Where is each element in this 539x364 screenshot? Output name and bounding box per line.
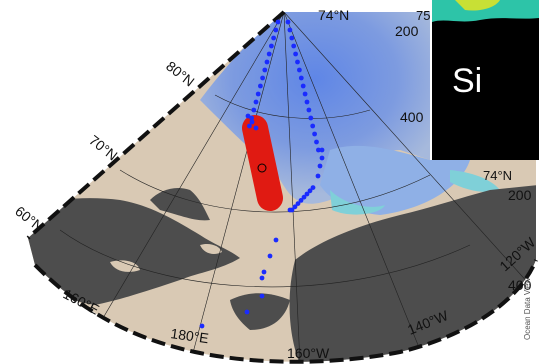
station-dot	[249, 119, 255, 125]
inset-depth-tick-75: 75	[416, 8, 430, 23]
odv-credit: Ocean Data View	[523, 278, 532, 340]
station-dot	[308, 115, 314, 121]
station-dot	[269, 43, 274, 49]
inset-color-band	[432, 0, 539, 22]
shelf-cyan-2	[450, 170, 500, 193]
chukotka-land	[150, 188, 210, 221]
graticule	[59, 12, 531, 362]
station-dot	[304, 99, 310, 105]
lat-label-74n: 74°N	[318, 7, 349, 23]
station-dot	[317, 163, 323, 169]
station-dot	[287, 207, 293, 213]
station-dot	[249, 115, 255, 121]
inset-lower-depth-400: 400	[508, 277, 532, 293]
station-dot	[297, 67, 302, 73]
map-frame	[26, 10, 538, 364]
inset-element-label: Si	[452, 62, 482, 100]
station-dot	[264, 59, 270, 65]
parallel-74n	[119, 169, 431, 213]
station-dot	[271, 35, 276, 41]
station-dot	[310, 123, 316, 129]
station-dot	[304, 191, 310, 197]
station-dot	[301, 194, 307, 200]
station-dot	[262, 67, 268, 73]
station-dot	[261, 269, 267, 275]
station-dot	[315, 173, 321, 179]
shelf-cyan	[330, 190, 385, 215]
lon-label-160w: 160°W	[287, 345, 330, 361]
inset-depth-tick-400: 400	[400, 109, 424, 125]
transect-bar-icon	[242, 115, 283, 211]
chukchi-shelf-water	[320, 145, 470, 215]
alaska-peninsula	[230, 293, 290, 330]
station-dot	[306, 107, 312, 113]
meridian-180	[189, 12, 285, 362]
meridian-120w	[283, 12, 531, 286]
inset-lower-depth-200: 200	[508, 187, 532, 203]
inset-depth-tick-200: 200	[395, 23, 419, 39]
island-1	[200, 243, 222, 254]
station-dot	[295, 59, 300, 65]
station-dot	[293, 51, 298, 57]
station-marker	[257, 163, 267, 173]
station-dot	[255, 91, 261, 97]
station-dot	[251, 107, 257, 113]
station-dot	[312, 131, 317, 137]
station-dot	[199, 323, 205, 329]
station-dot	[292, 204, 298, 210]
station-dot	[253, 99, 259, 105]
meridian-160e	[89, 12, 285, 341]
station-dot	[285, 19, 291, 25]
inset-black-panel	[432, 0, 539, 160]
station-dot	[259, 275, 265, 281]
parallel-70n	[59, 229, 471, 288]
station-dot	[273, 27, 279, 33]
lat-label-80n: 80°N	[163, 58, 198, 90]
station-dot	[275, 19, 281, 25]
station-dot	[260, 75, 265, 81]
station-dot	[298, 75, 304, 81]
inset-lower-lat-label: 74°N	[483, 168, 512, 183]
station-dot	[295, 201, 301, 207]
station-dot	[245, 113, 251, 119]
silicate-inset: Si 75 200 400 74°N 200 400	[395, 0, 539, 293]
station-dot	[316, 147, 321, 153]
station-dot	[310, 185, 316, 191]
inset-color-band-2	[455, 0, 500, 11]
island-3	[110, 260, 140, 272]
station-dot	[291, 43, 297, 49]
station-dot	[307, 188, 313, 194]
station-dot	[266, 51, 272, 57]
parallel-80n	[214, 94, 371, 119]
station-dot	[289, 35, 295, 41]
station-dot	[244, 309, 250, 315]
station-dot	[273, 237, 279, 243]
station-dot-icon	[199, 19, 325, 329]
meridian-160w	[283, 12, 301, 362]
station-dot	[300, 83, 306, 89]
alaska-land	[289, 185, 536, 362]
lon-label-180e: 180°E	[170, 325, 210, 346]
station-dot	[302, 91, 308, 97]
station-dot	[319, 155, 325, 161]
station-dot	[319, 147, 325, 153]
station-dot	[287, 27, 293, 33]
station-dot	[314, 139, 319, 145]
station-dot	[298, 198, 304, 203]
station-dot	[247, 123, 252, 129]
station-dot	[267, 253, 273, 259]
station-dot	[259, 293, 265, 299]
station-dot	[253, 125, 259, 131]
meridian-140w	[283, 12, 421, 351]
station-dot	[258, 83, 263, 89]
